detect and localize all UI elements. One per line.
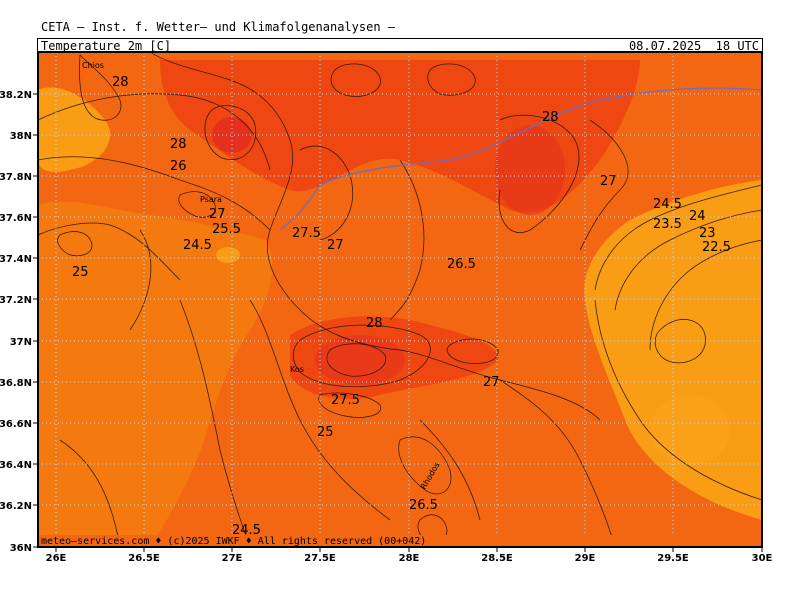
lon-tick-label: 28E <box>399 553 420 564</box>
lon-tick-label: 28.5E <box>481 553 513 564</box>
graticule <box>38 52 762 547</box>
lon-tick-label: 27.5E <box>304 553 336 564</box>
contour-label: 28 <box>170 137 187 152</box>
cool-spot-islands <box>216 247 240 263</box>
chart-provider-title: CETA — Inst. f. Wetter— und Klimafolgena… <box>41 20 396 34</box>
lat-tick-label: 36.6N <box>0 419 32 430</box>
contour-label: 24.5 <box>232 523 261 538</box>
map-canvas: 28 28 26 27 25.5 24.5 25 27.5 27 26.5 28… <box>38 52 762 547</box>
hot-core-north <box>212 117 252 153</box>
lat-tick-label: 37.2N <box>0 295 32 306</box>
variable-label: Temperature_2m_[C] <box>41 39 172 53</box>
contour-label: 22.5 <box>702 240 731 255</box>
contour-label: 28 <box>112 75 129 90</box>
contour-label: 24 <box>689 209 706 224</box>
lat-tick-label: 37.8N <box>0 172 32 183</box>
contour-label: 23 <box>699 226 716 241</box>
coastlines <box>57 52 601 543</box>
valid-time-label: 08.07.2025 18 UTC <box>628 39 759 53</box>
contour-label: 26 <box>170 159 187 174</box>
contour-label: 27 <box>600 174 617 189</box>
warm-zone-west <box>38 201 273 547</box>
contour-label: 24.5 <box>653 197 682 212</box>
footer-band <box>38 535 762 547</box>
header-bar: Temperature_2m_[C] 08.07.2025 18 UTC <box>37 38 763 53</box>
isotherms <box>38 63 762 547</box>
lat-tick-label: 36.2N <box>0 501 32 512</box>
lon-tick-label: 30E <box>752 553 773 564</box>
lat-tick-label: 36N <box>10 543 32 554</box>
lat-tick-label: 36.4N <box>0 460 32 471</box>
contour-label: 24.5 <box>183 238 212 253</box>
contour-label: 25.5 <box>212 222 241 237</box>
lon-tick-label: 26.5E <box>128 553 160 564</box>
lat-tick-label: 38N <box>10 131 32 142</box>
contour-label: 27 <box>327 238 344 253</box>
lon-tick-label: 29.5E <box>657 553 689 564</box>
lon-tick-label: 27E <box>222 553 243 564</box>
lon-tick-label: 26E <box>46 553 67 564</box>
cool-core-east <box>650 395 730 465</box>
contour-labels: 28 28 26 27 25.5 24.5 25 27.5 27 26.5 28… <box>72 75 731 538</box>
contour-label: 27.5 <box>292 226 321 241</box>
contour-label: 27.5 <box>331 393 360 408</box>
contour-label: 26.5 <box>447 257 476 272</box>
lat-tick-label: 36.8N <box>0 378 32 389</box>
lon-axis: 26E 26.5E 27E 27.5E 28E 28.5E 29E 29.5E … <box>46 547 773 564</box>
contour-label: 27 <box>483 375 500 390</box>
hot-core-east <box>495 125 565 215</box>
contour-label: 25 <box>72 265 89 280</box>
place-label-kos: Kos <box>290 365 304 374</box>
contour-label: 27 <box>209 207 226 222</box>
lat-axis: 36N 36.2N 36.4N 36.6N 36.8N 37N 37.2N 37… <box>0 90 38 554</box>
contour-label: 26.5 <box>409 498 438 513</box>
contour-label: 28 <box>542 110 559 125</box>
contour-label: 28 <box>366 316 383 331</box>
country-border <box>279 87 762 231</box>
lon-tick-label: 29E <box>575 553 596 564</box>
lat-tick-label: 37N <box>10 337 32 348</box>
place-label-chios: Chios <box>82 61 104 70</box>
place-label-psara: Psara <box>200 195 222 204</box>
copyright-footer: meteo—services.com ♦ (c)2025 IWKF ♦ All … <box>41 536 426 547</box>
contour-label: 23.5 <box>653 217 682 232</box>
lat-tick-label: 37.4N <box>0 254 32 265</box>
contour-label: 25 <box>317 425 334 440</box>
lat-tick-label: 38.2N <box>0 90 32 101</box>
lat-tick-label: 37.6N <box>0 213 32 224</box>
